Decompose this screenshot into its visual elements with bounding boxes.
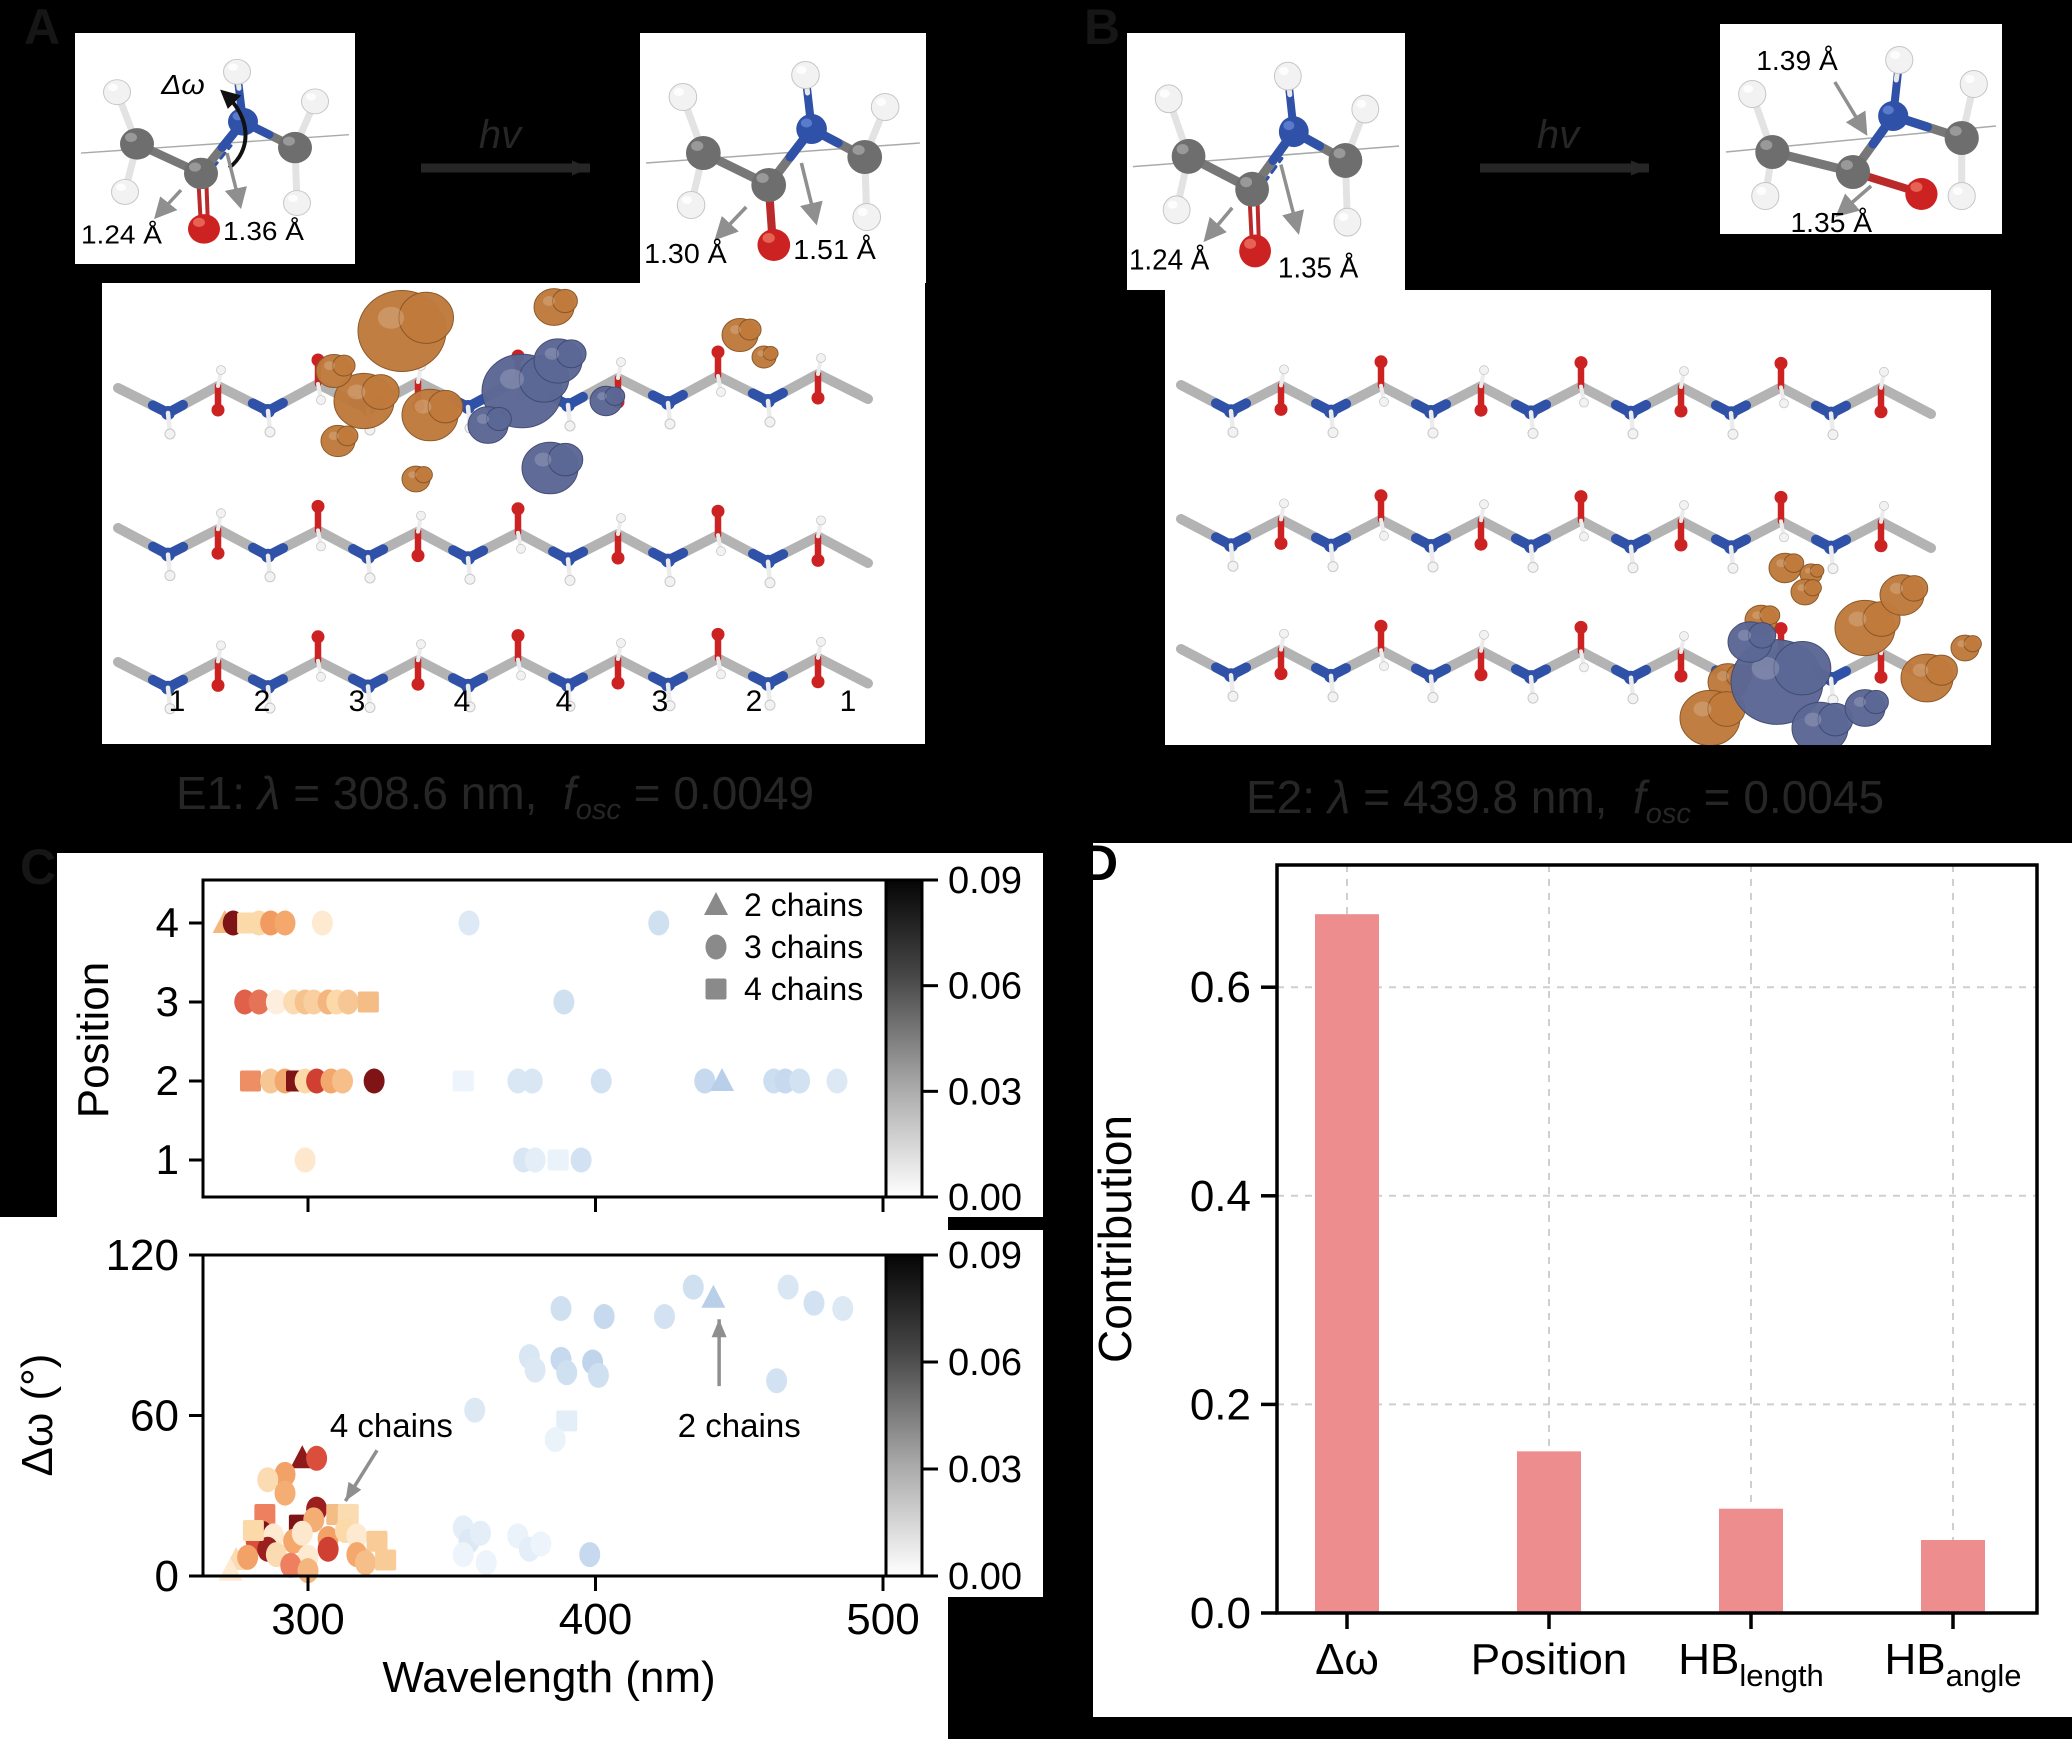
bond-length-label: 1.36 Å: [223, 216, 304, 246]
orbital-lobe-orange: [721, 317, 762, 353]
position-number: 2: [254, 685, 271, 718]
bond-arrow-cn: [1833, 81, 1868, 136]
bond-arrow-co: [714, 205, 748, 241]
omega-label: Δω: [160, 70, 205, 101]
bond-length-label: 1.39 Å: [1756, 45, 1838, 76]
panel-c-bottom-bg: [0, 1217, 948, 1739]
molecule-inset-a-ground: Δω 1.24 Å 1.36 Å: [75, 33, 355, 264]
position-number: 3: [652, 685, 669, 718]
panel-label-d: D: [1082, 835, 1119, 891]
orbital-lobe-orange: [401, 388, 464, 442]
orbital-lobe-orange: [333, 372, 400, 430]
panel-c-top-bg: [57, 853, 1043, 1217]
hv-label-a: hv: [479, 113, 523, 157]
orbital-lobe-orange: [357, 290, 454, 372]
bond-arrow-cn: [799, 162, 823, 226]
orbital-lobe-orange: [1879, 574, 1929, 616]
omega-rotation-arrow: [220, 89, 248, 170]
bond-length-label: 1.24 Å: [1129, 243, 1209, 276]
panel-label-b: B: [1084, 0, 1121, 55]
chain-backbone: [1176, 380, 1936, 419]
orbital-lobe-orange: [533, 288, 578, 326]
bond-arrow-cn: [224, 152, 247, 209]
bond-arrow-co: [154, 189, 183, 220]
orbital-lobe-orange: [751, 345, 779, 369]
orbital-lobe-blue: [533, 338, 587, 384]
molecule-inset-b-excited: 1.39 Å 1.35 Å: [1720, 24, 2002, 234]
orbital-lobe-blue: [589, 385, 626, 417]
panel-d-bg: [1093, 843, 2072, 1717]
bond-length-label: 1.24 Å: [81, 220, 162, 250]
peptide-chains-a: 1 2 3 4 4 3 2 1: [102, 283, 925, 744]
orbital-lobe-orange: [1950, 634, 1982, 662]
orbital-lobe-orange: [1768, 552, 1805, 584]
atoms: [103, 58, 329, 244]
orbital-lobe-orange: [1790, 578, 1822, 606]
orbital-lobe-blue: [467, 406, 512, 444]
molecule-inset-a-excited: 1.30 Å 1.51 Å: [640, 33, 926, 283]
position-number: 3: [349, 685, 366, 718]
position-number: 4: [454, 685, 471, 718]
position-number: 2: [746, 685, 763, 718]
orbital-lobe-orange: [320, 424, 359, 458]
bond-arrow-cn: [1279, 164, 1305, 235]
orbital-lobe-blue: [1727, 621, 1777, 663]
bond-arrow-co: [1835, 184, 1873, 217]
molecule-inset-b-ground: 1.24 Å 1.35 Å: [1127, 33, 1405, 290]
atoms: [1154, 61, 1380, 268]
atoms: [1738, 46, 1988, 210]
orbital-lobe-orange: [1900, 653, 1958, 703]
atoms: [668, 61, 900, 261]
chain-backbone: [113, 652, 873, 693]
position-number: 1: [840, 685, 857, 718]
hv-label-b: hv: [1537, 113, 1581, 157]
orbital-lobe-orange: [315, 353, 356, 389]
orbital-lobe-orange: [401, 465, 433, 493]
chain-backbone: [113, 523, 873, 568]
bond-arrow-co: [1203, 206, 1234, 243]
chain-backbone: [1176, 514, 1936, 553]
orbital-lobe-blue: [521, 441, 584, 495]
position-number: 1: [169, 685, 186, 718]
bond-length-label: 1.35 Å: [1791, 207, 1873, 234]
orbital-lobe-blue: [1844, 689, 1889, 727]
panel-c-colorbar-bg: [948, 1217, 1043, 1597]
panel-label-c: C: [20, 839, 57, 895]
bond-length-label: 1.35 Å: [1278, 251, 1358, 284]
excitation-caption-e2: E2: λ = 439.8 nm, fosc = 0.0045: [1245, 771, 1885, 831]
peptide-chains-b: [1165, 290, 1991, 745]
bond-length-label: 1.51 Å: [793, 233, 876, 265]
panel-label-a: A: [24, 0, 61, 55]
position-number: 4: [556, 685, 573, 718]
orbital-lobe-blue: [1791, 701, 1854, 745]
bond-length-label: 1.30 Å: [644, 237, 727, 269]
excitation-caption-e1: E1: λ = 308.6 nm, fosc = 0.0049: [175, 767, 815, 827]
